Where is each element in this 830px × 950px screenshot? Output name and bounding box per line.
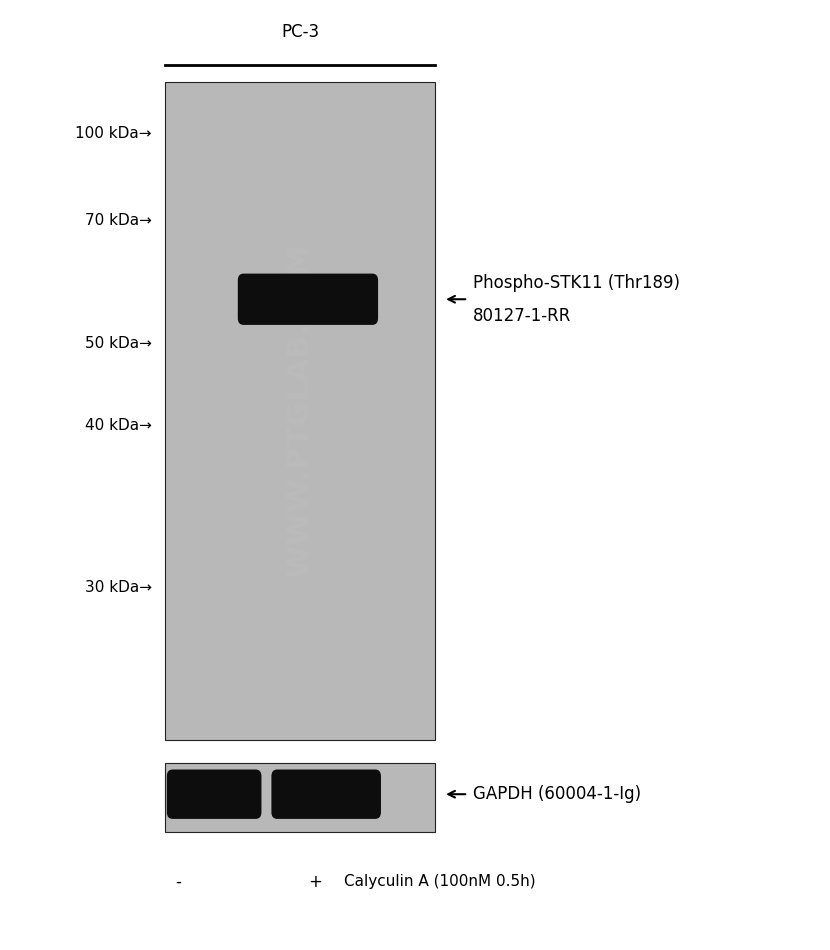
FancyBboxPatch shape (167, 770, 261, 819)
Text: 100 kDa→: 100 kDa→ (76, 125, 152, 141)
Bar (165, 82, 435, 740)
FancyBboxPatch shape (271, 770, 381, 819)
Text: 40 kDa→: 40 kDa→ (85, 418, 152, 433)
Text: 30 kDa→: 30 kDa→ (85, 580, 152, 595)
Text: 50 kDa→: 50 kDa→ (85, 336, 152, 351)
Text: WWW.PTGLAB.COM: WWW.PTGLAB.COM (286, 244, 315, 578)
Bar (165, 763, 435, 832)
Text: -: - (175, 873, 182, 890)
Text: Phospho-STK11 (Thr189): Phospho-STK11 (Thr189) (473, 274, 680, 292)
Text: 70 kDa→: 70 kDa→ (85, 213, 152, 228)
Text: GAPDH (60004-1-Ig): GAPDH (60004-1-Ig) (473, 786, 642, 803)
Text: 80127-1-RR: 80127-1-RR (473, 307, 572, 325)
Text: Calyculin A (100nM 0.5h): Calyculin A (100nM 0.5h) (344, 874, 536, 889)
FancyBboxPatch shape (237, 274, 378, 325)
Text: +: + (309, 873, 322, 890)
Text: PC-3: PC-3 (281, 23, 320, 41)
